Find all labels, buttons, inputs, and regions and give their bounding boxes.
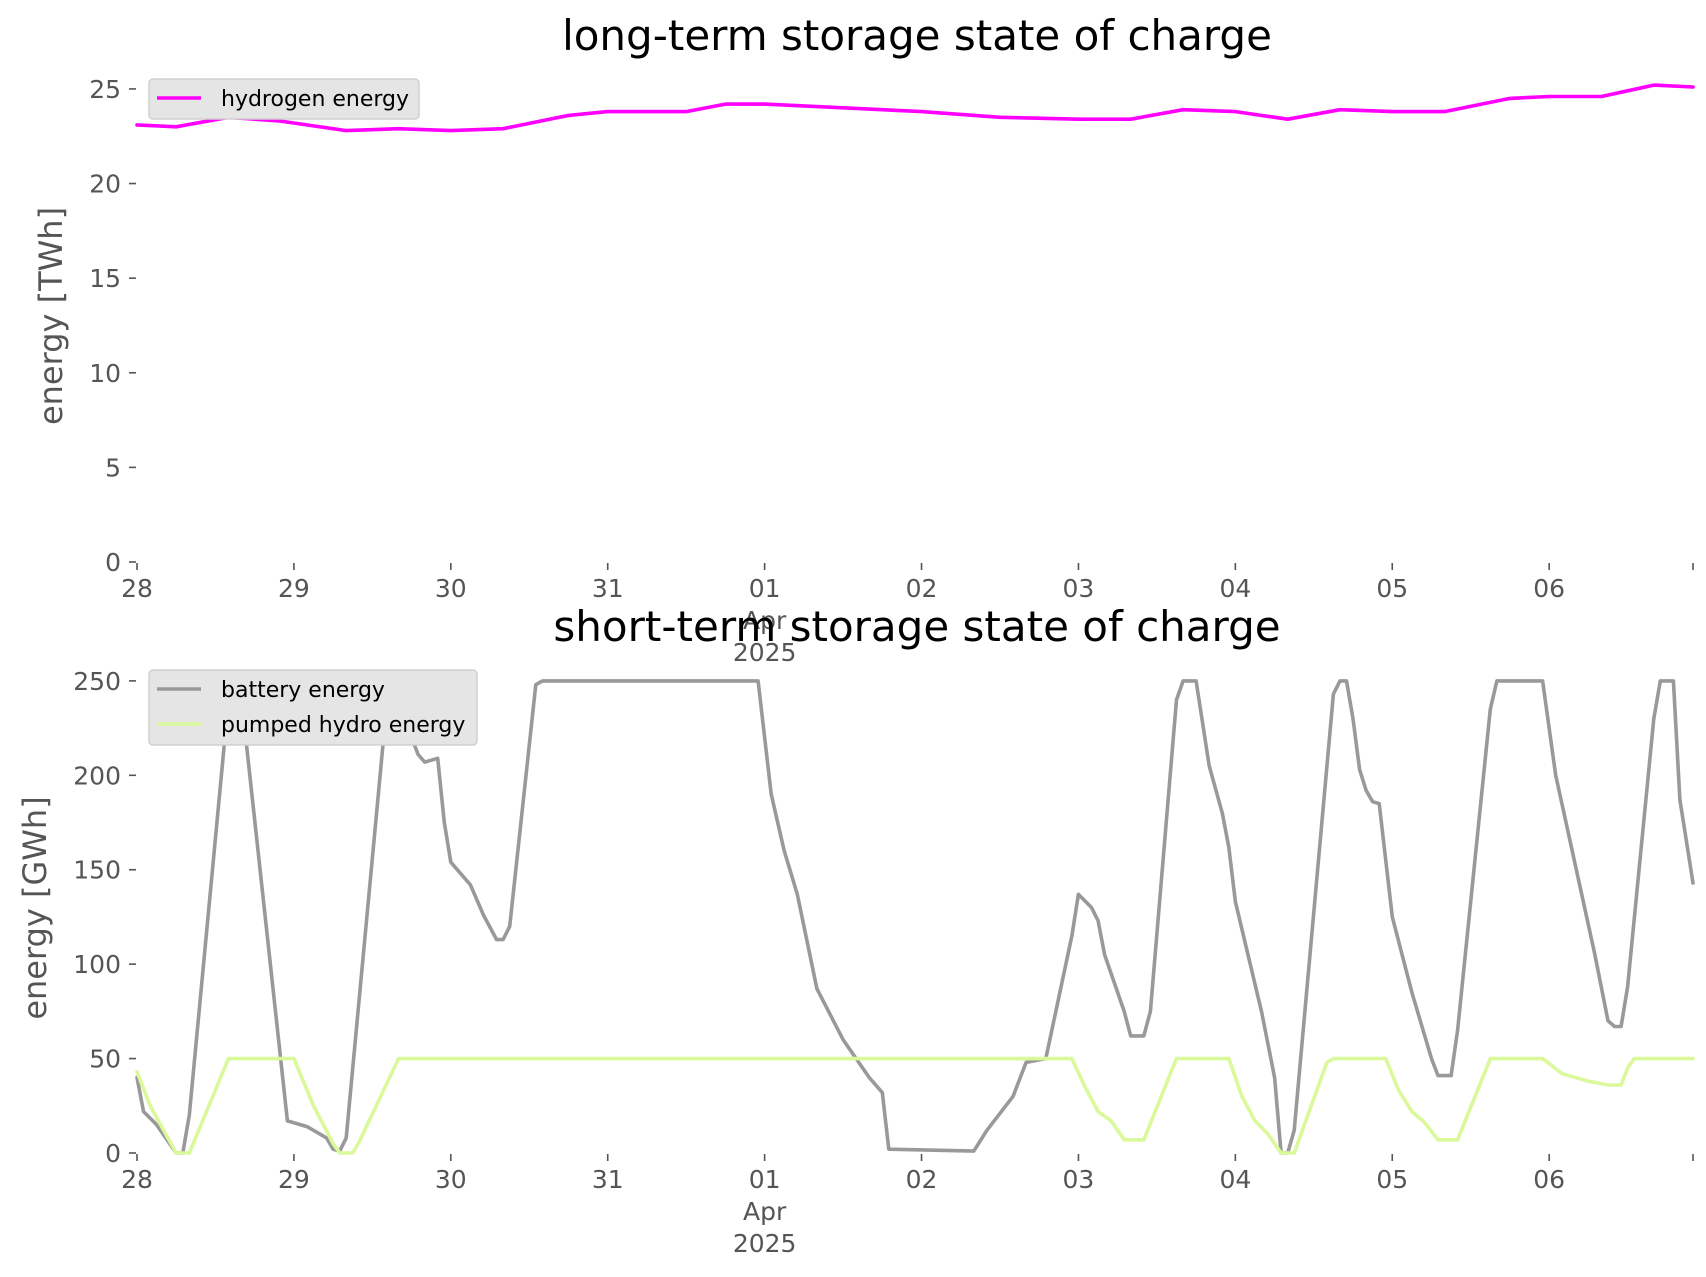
- y-tick-label: 0: [105, 548, 121, 577]
- y-tick-label: 20: [89, 170, 121, 199]
- series-lines: [135, 83, 1695, 133]
- x-tick-label: 29: [278, 574, 310, 603]
- y-tick-label: 25: [89, 75, 121, 104]
- y-tick-label: 0: [105, 1139, 121, 1168]
- x-tick-sublabel: Apr: [743, 1197, 787, 1226]
- legend-box: [148, 669, 478, 746]
- y-tick-label: 150: [73, 856, 121, 885]
- legend-label: pumped hydro energy: [221, 713, 465, 738]
- x-tick-label: 29: [278, 1165, 310, 1194]
- x-tick-label: 30: [435, 574, 467, 603]
- y-tick-label: 10: [89, 359, 121, 388]
- y-tick-label: 200: [73, 761, 121, 790]
- x-tick-label: 28: [121, 1165, 153, 1194]
- chart-title: short-term storage state of charge: [553, 602, 1280, 651]
- x-tick-label: 05: [1376, 574, 1408, 603]
- y-ticks: 0 50 100 150 200 250: [73, 667, 136, 1168]
- series-line-hydrogen-energy: [135, 83, 1695, 133]
- x-tick-label: 31: [592, 1165, 624, 1194]
- x-ticks: 28 29 30 31 01 Apr 2025 02 03 04 05 06: [121, 1154, 1694, 1258]
- x-tick-label: 04: [1219, 574, 1251, 603]
- x-tick-sublabel: 2025: [733, 1229, 797, 1258]
- x-tick-sublabel: 2025: [733, 638, 797, 667]
- legend: hydrogen energy: [148, 78, 420, 120]
- legend-box: [148, 78, 420, 120]
- x-tick-label: 03: [1063, 1165, 1095, 1194]
- legend-label: hydrogen energy: [221, 87, 409, 112]
- y-tick-label: 100: [73, 950, 121, 979]
- x-tick-label: 01: [749, 1165, 781, 1194]
- x-tick-label: 03: [1063, 574, 1095, 603]
- legend-label: battery energy: [221, 678, 385, 703]
- y-tick-label: 5: [105, 453, 121, 482]
- x-tick-label: 30: [435, 1165, 467, 1194]
- x-tick-label: 04: [1219, 1165, 1251, 1194]
- series-line-pumped-hydro-energy: [135, 1056, 1695, 1155]
- x-tick-label: 31: [592, 574, 624, 603]
- x-tick-label: 02: [906, 574, 938, 603]
- y-axis-label: energy [TWh]: [32, 207, 70, 425]
- short-term-storage-chart: short-term storage state of charge energ…: [16, 602, 1695, 1258]
- y-tick-label: 250: [73, 667, 121, 696]
- y-tick-label: 15: [89, 264, 121, 293]
- y-axis-label: energy [GWh]: [16, 796, 54, 1019]
- x-tick-label: 06: [1533, 574, 1565, 603]
- series-line-battery-energy: [135, 679, 1695, 1155]
- x-tick-label: 02: [906, 1165, 938, 1194]
- y-ticks: 0 5 10 15 20 25: [89, 75, 136, 577]
- legend: battery energy pumped hydro energy: [148, 669, 478, 746]
- x-tick-label: 06: [1533, 1165, 1565, 1194]
- x-tick-sublabel: Apr: [743, 606, 787, 635]
- x-tick-label: 05: [1376, 1165, 1408, 1194]
- x-tick-label: 28: [121, 574, 153, 603]
- long-term-storage-chart: long-term storage state of charge energy…: [32, 11, 1695, 667]
- chart-title: long-term storage state of charge: [562, 11, 1272, 60]
- x-ticks: 28 29 30 31 01 Apr 2025 02 03 04 05 06: [121, 563, 1694, 667]
- series-lines: [135, 679, 1695, 1155]
- y-tick-label: 50: [89, 1045, 121, 1074]
- x-tick-label: 01: [749, 574, 781, 603]
